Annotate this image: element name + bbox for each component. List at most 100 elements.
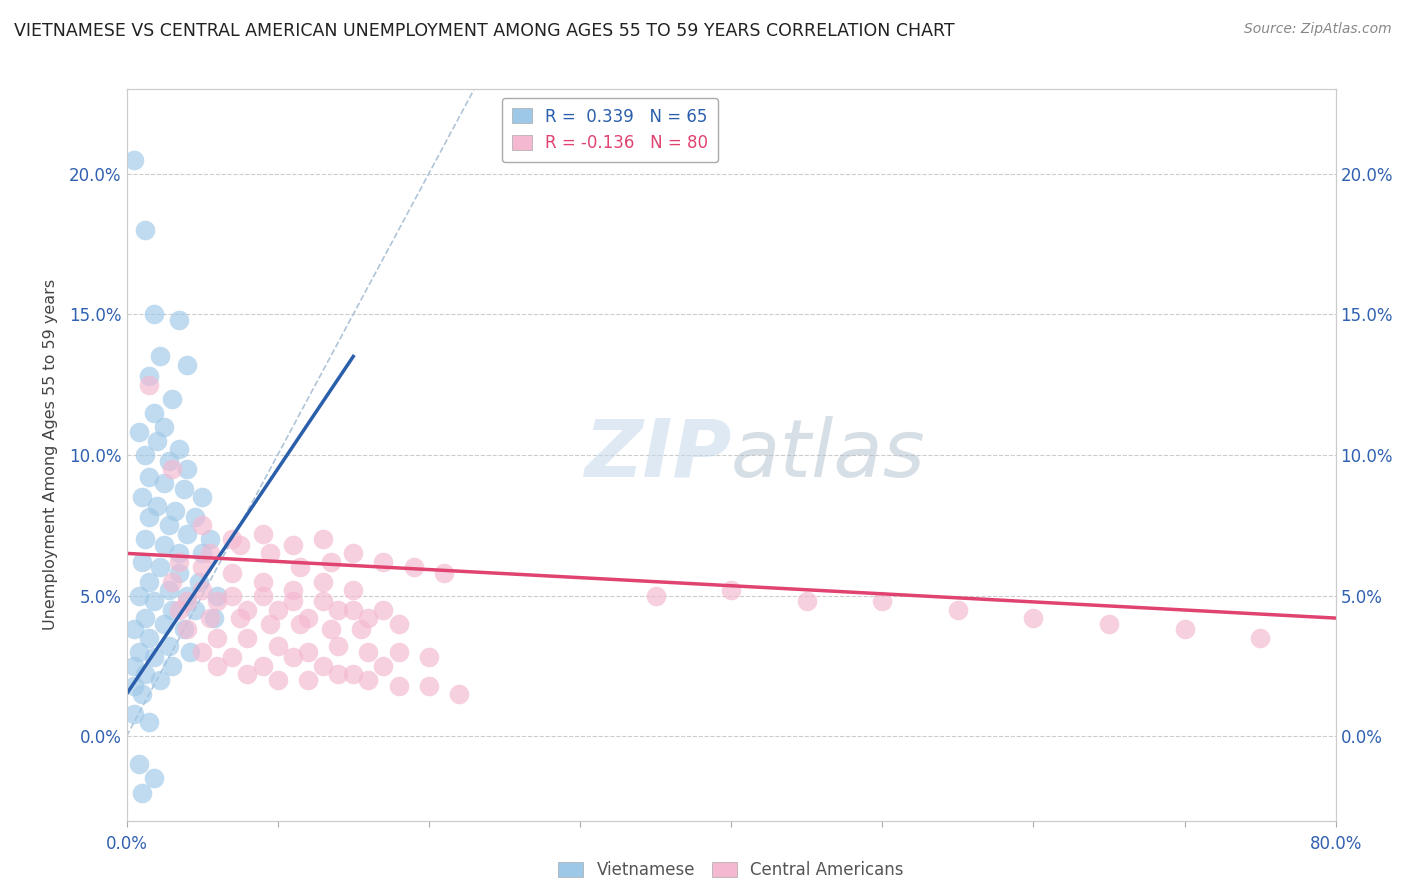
- Point: [252, 659, 274, 673]
- Point: [198, 533, 221, 547]
- Point: [720, 582, 742, 597]
- Point: [122, 706, 145, 721]
- Point: [176, 594, 198, 608]
- Point: [131, 490, 153, 504]
- Point: [179, 645, 201, 659]
- Point: [142, 650, 165, 665]
- Point: [1249, 631, 1271, 645]
- Point: [149, 350, 172, 364]
- Point: [350, 623, 373, 637]
- Point: [138, 377, 160, 392]
- Point: [160, 574, 183, 589]
- Text: atlas: atlas: [731, 416, 927, 494]
- Text: ZIP: ZIP: [583, 416, 731, 494]
- Text: VIETNAMESE VS CENTRAL AMERICAN UNEMPLOYMENT AMONG AGES 55 TO 59 YEARS CORRELATIO: VIETNAMESE VS CENTRAL AMERICAN UNEMPLOYM…: [14, 22, 955, 40]
- Point: [142, 772, 165, 786]
- Point: [946, 602, 969, 616]
- Point: [146, 499, 169, 513]
- Point: [160, 392, 183, 406]
- Point: [153, 419, 176, 434]
- Point: [205, 589, 228, 603]
- Point: [176, 462, 198, 476]
- Point: [267, 639, 290, 653]
- Point: [191, 546, 214, 560]
- Point: [281, 650, 304, 665]
- Point: [357, 645, 380, 659]
- Point: [236, 602, 259, 616]
- Point: [131, 687, 153, 701]
- Point: [644, 589, 666, 603]
- Point: [146, 434, 169, 448]
- Point: [418, 679, 440, 693]
- Point: [122, 623, 145, 637]
- Point: [221, 566, 243, 580]
- Point: [153, 538, 176, 552]
- Point: [342, 582, 364, 597]
- Point: [198, 546, 221, 560]
- Point: [176, 623, 198, 637]
- Point: [202, 611, 225, 625]
- Point: [326, 639, 350, 653]
- Point: [259, 616, 281, 631]
- Point: [447, 687, 470, 701]
- Point: [153, 616, 176, 631]
- Point: [169, 546, 191, 560]
- Point: [134, 448, 156, 462]
- Point: [157, 453, 180, 467]
- Point: [122, 659, 145, 673]
- Point: [319, 623, 342, 637]
- Point: [138, 369, 160, 384]
- Point: [357, 673, 380, 687]
- Point: [229, 611, 252, 625]
- Point: [221, 650, 243, 665]
- Point: [236, 631, 259, 645]
- Point: [191, 645, 214, 659]
- Point: [134, 223, 156, 237]
- Point: [142, 594, 165, 608]
- Point: [142, 406, 165, 420]
- Point: [388, 616, 411, 631]
- Point: [191, 582, 214, 597]
- Point: [191, 490, 214, 504]
- Point: [138, 715, 160, 730]
- Point: [281, 538, 304, 552]
- Point: [176, 526, 198, 541]
- Point: [373, 602, 395, 616]
- Point: [173, 623, 195, 637]
- Point: [267, 673, 290, 687]
- Point: [122, 679, 145, 693]
- Point: [169, 555, 191, 569]
- Point: [183, 509, 205, 524]
- Point: [297, 611, 319, 625]
- Point: [131, 785, 153, 799]
- Point: [169, 566, 191, 580]
- Point: [312, 659, 335, 673]
- Point: [176, 358, 198, 372]
- Point: [312, 533, 335, 547]
- Point: [342, 602, 364, 616]
- Legend: Vietnamese, Central Americans: Vietnamese, Central Americans: [551, 855, 911, 886]
- Point: [281, 582, 304, 597]
- Point: [134, 533, 156, 547]
- Point: [388, 679, 411, 693]
- Point: [252, 574, 274, 589]
- Text: 0.0%: 0.0%: [105, 835, 148, 853]
- Point: [191, 518, 214, 533]
- Y-axis label: Unemployment Among Ages 55 to 59 years: Unemployment Among Ages 55 to 59 years: [44, 279, 58, 631]
- Point: [357, 611, 380, 625]
- Point: [205, 594, 228, 608]
- Point: [157, 518, 180, 533]
- Point: [122, 153, 145, 167]
- Point: [134, 611, 156, 625]
- Point: [433, 566, 456, 580]
- Point: [149, 673, 172, 687]
- Point: [872, 594, 894, 608]
- Point: [281, 594, 304, 608]
- Point: [326, 667, 350, 681]
- Point: [221, 589, 243, 603]
- Point: [160, 659, 183, 673]
- Point: [373, 555, 395, 569]
- Point: [131, 555, 153, 569]
- Point: [221, 533, 243, 547]
- Point: [188, 574, 211, 589]
